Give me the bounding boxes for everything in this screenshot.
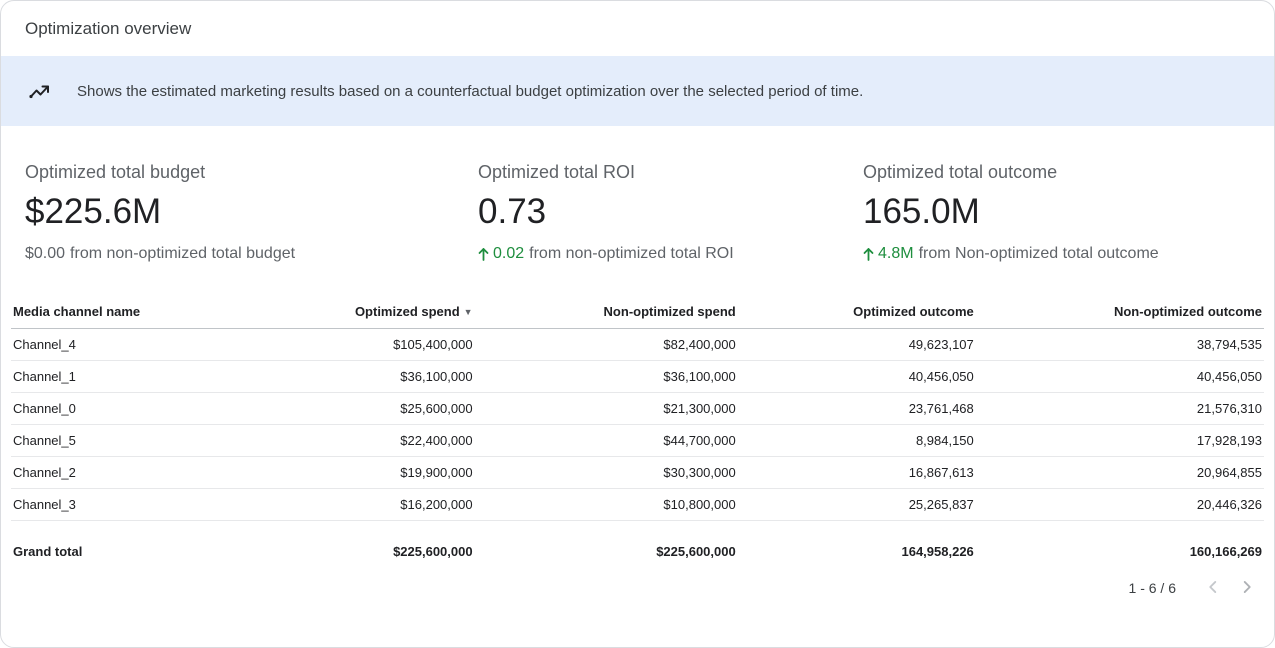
delta-text: from Non-optimized total outcome bbox=[918, 245, 1159, 262]
banner-text: Shows the estimated marketing results ba… bbox=[77, 82, 864, 100]
cell-optimized-outcome: 8,984,150 bbox=[737, 424, 976, 457]
media-channel-table: Media channel name Optimized spend ▼ Non-… bbox=[11, 295, 1264, 569]
grand-total-row: Grand total $225,600,000 $225,600,000 16… bbox=[11, 521, 1264, 570]
delta-value: $0.00 bbox=[25, 245, 66, 262]
kpi-value: $225.6M bbox=[25, 192, 162, 231]
sort-descending-icon: ▼ bbox=[463, 307, 473, 317]
pagination-label: 1 - 6 / 6 bbox=[1128, 580, 1176, 596]
cell-optimized-spend: $105,400,000 bbox=[261, 328, 475, 361]
column-header-non-optimized-outcome[interactable]: Non-optimized outcome bbox=[975, 295, 1264, 329]
kpi-label: Optimized total budget bbox=[25, 162, 206, 182]
column-header-optimized-spend[interactable]: Optimized spend ▼ bbox=[261, 295, 475, 329]
grand-total-optimized-outcome: 164,958,226 bbox=[901, 544, 974, 559]
cell-optimized-spend: $25,600,000 bbox=[261, 392, 475, 425]
cell-non-optimized-outcome: 40,456,050 bbox=[975, 360, 1264, 393]
cell-non-optimized-spend: $21,300,000 bbox=[474, 392, 738, 425]
cell-channel-name: Channel_5 bbox=[11, 424, 262, 457]
table-row: Channel_5 $22,400,000 $44,700,000 8,984,… bbox=[11, 424, 1264, 457]
cell-channel-name: Channel_3 bbox=[11, 488, 262, 521]
delta-text: from non-optimized total budget bbox=[70, 245, 296, 262]
cell-optimized-spend: $36,100,000 bbox=[261, 360, 475, 393]
table-row: Channel_0 $25,600,000 $21,300,000 23,761… bbox=[11, 392, 1264, 425]
cell-non-optimized-spend: $36,100,000 bbox=[474, 360, 738, 393]
kpi-value: 165.0M bbox=[863, 192, 980, 231]
kpi-delta: $0.00 from non-optimized total budget bbox=[25, 245, 478, 263]
table-header-row: Media channel name Optimized spend ▼ Non-… bbox=[11, 295, 1264, 329]
kpi-section: Optimized total budget $225.6M $0.00 fro… bbox=[1, 126, 1274, 263]
cell-optimized-outcome: 23,761,468 bbox=[737, 392, 976, 425]
delta-text: from non-optimized total ROI bbox=[529, 245, 734, 262]
cell-optimized-outcome: 40,456,050 bbox=[737, 360, 976, 393]
kpi-optimized-total-roi: Optimized total ROI 0.73 0.02 from non-o… bbox=[478, 162, 863, 263]
table-row: Channel_3 $16,200,000 $10,800,000 25,265… bbox=[11, 488, 1264, 521]
grand-total-label: Grand total bbox=[13, 544, 83, 559]
cell-non-optimized-outcome: 20,964,855 bbox=[975, 456, 1264, 489]
grand-total-non-optimized-spend: $225,600,000 bbox=[656, 544, 736, 559]
cell-optimized-spend: $16,200,000 bbox=[261, 488, 475, 521]
trending-up-icon bbox=[27, 79, 51, 103]
cell-non-optimized-spend: $30,300,000 bbox=[474, 456, 738, 489]
pagination: 1 - 6 / 6 bbox=[1, 569, 1274, 601]
cell-channel-name: Channel_0 bbox=[11, 392, 262, 425]
page-title: Optimization overview bbox=[25, 19, 192, 38]
kpi-delta: 4.8M from Non-optimized total outcome bbox=[863, 245, 1250, 263]
cell-optimized-spend: $19,900,000 bbox=[261, 456, 475, 489]
info-banner: Shows the estimated marketing results ba… bbox=[1, 56, 1274, 126]
kpi-label: Optimized total outcome bbox=[863, 162, 1058, 182]
kpi-label: Optimized total ROI bbox=[478, 162, 636, 182]
table-row: Channel_2 $19,900,000 $30,300,000 16,867… bbox=[11, 456, 1264, 489]
grand-total-optimized-spend: $225,600,000 bbox=[393, 544, 473, 559]
arrow-up-icon bbox=[478, 247, 489, 261]
cell-non-optimized-spend: $82,400,000 bbox=[474, 328, 738, 361]
cell-non-optimized-outcome: 17,928,193 bbox=[975, 424, 1264, 457]
cell-non-optimized-spend: $44,700,000 bbox=[474, 424, 738, 457]
chevron-right-icon bbox=[1236, 576, 1258, 601]
cell-non-optimized-outcome: 21,576,310 bbox=[975, 392, 1264, 425]
column-header-optimized-outcome[interactable]: Optimized outcome bbox=[737, 295, 976, 329]
table-row: Channel_1 $36,100,000 $36,100,000 40,456… bbox=[11, 360, 1264, 393]
cell-channel-name: Channel_4 bbox=[11, 328, 262, 361]
chevron-left-icon bbox=[1202, 576, 1224, 601]
cell-optimized-spend: $22,400,000 bbox=[261, 424, 475, 457]
media-channel-table-wrap: Media channel name Optimized spend ▼ Non-… bbox=[1, 295, 1274, 569]
cell-optimized-outcome: 16,867,613 bbox=[737, 456, 976, 489]
cell-non-optimized-outcome: 20,446,326 bbox=[975, 488, 1264, 521]
cell-non-optimized-spend: $10,800,000 bbox=[474, 488, 738, 521]
kpi-optimized-total-outcome: Optimized total outcome 165.0M 4.8M from… bbox=[863, 162, 1250, 263]
cell-optimized-outcome: 25,265,837 bbox=[737, 488, 976, 521]
arrow-up-icon bbox=[863, 247, 874, 261]
cell-channel-name: Channel_2 bbox=[11, 456, 262, 489]
column-header-media-channel-name[interactable]: Media channel name bbox=[11, 295, 262, 329]
cell-non-optimized-outcome: 38,794,535 bbox=[975, 328, 1264, 361]
previous-page-button[interactable] bbox=[1200, 575, 1226, 601]
next-page-button[interactable] bbox=[1234, 575, 1260, 601]
column-header-non-optimized-spend[interactable]: Non-optimized spend bbox=[474, 295, 738, 329]
kpi-delta: 0.02 from non-optimized total ROI bbox=[478, 245, 863, 263]
cell-optimized-outcome: 49,623,107 bbox=[737, 328, 976, 361]
delta-value: 4.8M bbox=[878, 245, 914, 262]
cell-channel-name: Channel_1 bbox=[11, 360, 262, 393]
card-header: Optimization overview bbox=[1, 1, 1274, 56]
grand-total-non-optimized-outcome: 160,166,269 bbox=[1189, 544, 1262, 559]
delta-value: 0.02 bbox=[493, 245, 525, 262]
kpi-optimized-total-budget: Optimized total budget $225.6M $0.00 fro… bbox=[25, 162, 478, 263]
table-row: Channel_4 $105,400,000 $82,400,000 49,62… bbox=[11, 328, 1264, 361]
kpi-value: 0.73 bbox=[478, 192, 547, 231]
